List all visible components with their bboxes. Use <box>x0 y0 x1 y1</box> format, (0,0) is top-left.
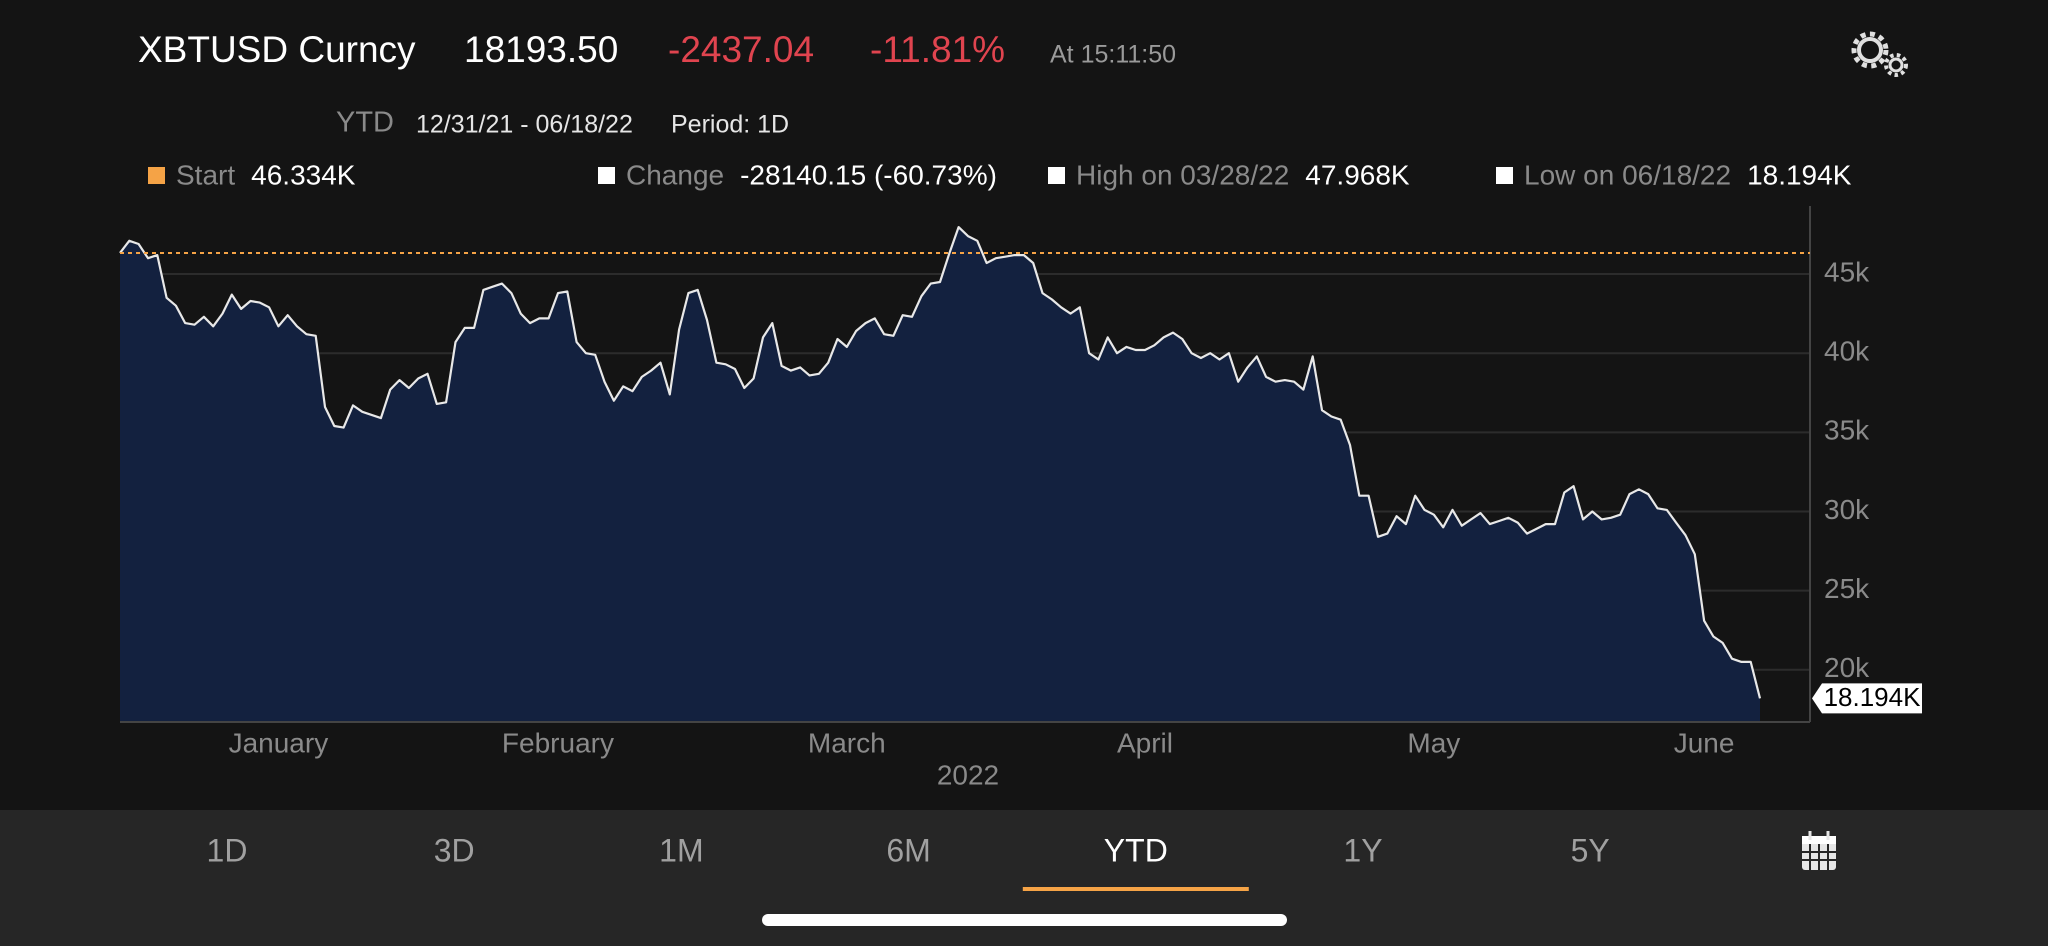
home-indicator <box>762 914 1287 926</box>
y-tick-label: 35k <box>1824 415 1870 446</box>
area <box>120 227 1760 722</box>
tab[interactable]: YTD <box>1104 832 1168 868</box>
legend-swatch <box>1048 167 1065 184</box>
settings-icon[interactable] <box>1851 31 1908 77</box>
legend-label: High on 03/28/22 <box>1076 159 1289 190</box>
legend-value: 18.194K <box>1747 159 1852 190</box>
calendar-icon[interactable] <box>1802 831 1836 870</box>
legend-swatch <box>598 167 615 184</box>
y-tick-label: 40k <box>1824 336 1870 367</box>
legend-value: 47.968K <box>1305 159 1410 190</box>
legend-value: 46.334K <box>251 159 356 190</box>
last-value-box <box>1812 683 1922 714</box>
calendar-top <box>1802 836 1836 844</box>
y-tick-label: 20k <box>1824 652 1870 683</box>
legend-label: Low on 06/18/22 <box>1524 159 1731 190</box>
line <box>119 226 1762 699</box>
last-value-label: 18.194K <box>1824 682 1922 712</box>
change: -2437.04 <box>668 29 814 70</box>
calendar-rings <box>1808 831 1830 840</box>
period-name: YTD <box>336 107 394 139</box>
change-pct: -11.81% <box>870 29 1005 70</box>
date-range: 12/31/21 - 06/18/22 <box>416 111 633 139</box>
legend: Start 46.334K Change -28140.15 (-60.73%) Hig… <box>148 159 1852 190</box>
tab[interactable]: 3D <box>434 832 475 868</box>
x-tick-label: January <box>229 727 329 758</box>
plot: 20k 25k 30k 35k 40k 45k January February March Ap… <box>119 206 1922 790</box>
time: At 15:11:50 <box>1050 41 1176 69</box>
tab[interactable]: 1Y <box>1343 832 1382 868</box>
y-tick-label: 25k <box>1824 573 1870 604</box>
tabs: 1D 3D 1M 6M YTD 1Y 5Y <box>207 832 1610 891</box>
gear-teeth <box>1884 53 1908 77</box>
legend-swatch <box>1496 167 1513 184</box>
symbol: XBTUSD Curncy <box>138 29 416 70</box>
legend-swatch <box>148 167 165 184</box>
x-tick-label: May <box>1407 727 1460 758</box>
tab[interactable]: 1M <box>659 832 703 868</box>
gear <box>1857 37 1883 63</box>
y-tick-label: 45k <box>1824 256 1870 287</box>
x-tick-label: February <box>502 727 614 758</box>
legend-value: -28140.15 (-60.73%) <box>740 159 997 190</box>
x-tick-label: April <box>1117 727 1173 758</box>
x-tick-label: June <box>1674 727 1735 758</box>
tab-indicator <box>1022 887 1249 891</box>
tab[interactable]: 5Y <box>1571 832 1610 868</box>
gear-teeth <box>1851 31 1889 69</box>
y-tick-label: 30k <box>1824 494 1870 525</box>
tab[interactable]: 1D <box>207 832 248 868</box>
gear <box>1888 57 1904 73</box>
tab[interactable]: 6M <box>886 832 930 868</box>
calendar-grid <box>1802 844 1836 870</box>
x-axis-label: 2022 <box>937 759 999 790</box>
period: Period: 1D <box>671 111 789 139</box>
x-tick-label: March <box>808 727 886 758</box>
legend-label: Start <box>176 159 235 190</box>
legend-label: Change <box>626 159 724 190</box>
price: 18193.50 <box>464 29 618 70</box>
